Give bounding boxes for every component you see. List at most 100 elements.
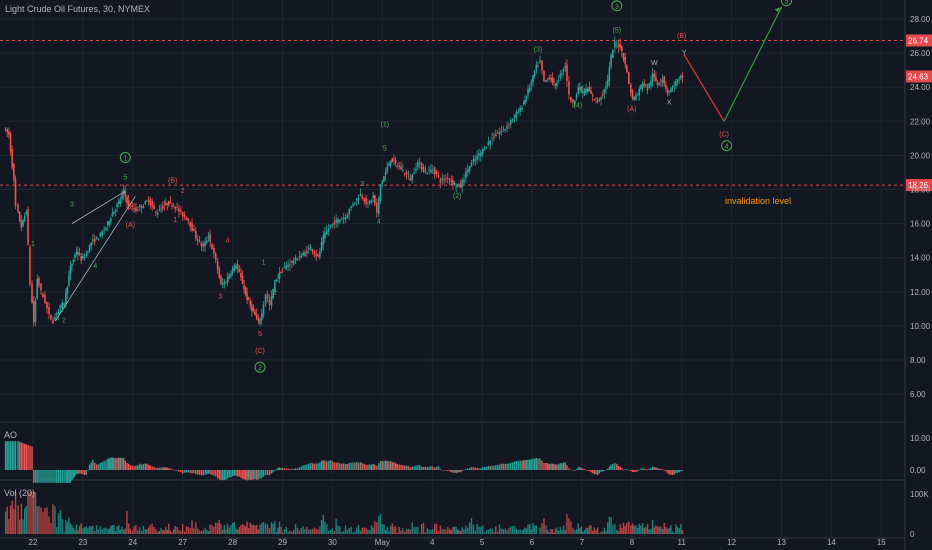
candle-body (407, 175, 410, 177)
volume-bar (285, 526, 287, 534)
candle-body (433, 167, 436, 174)
candle-body (166, 203, 169, 205)
candle-body (322, 235, 325, 245)
candle-body (172, 205, 175, 207)
candle-body (313, 251, 316, 254)
volume-bar (48, 516, 50, 534)
ao-bar (398, 464, 400, 470)
ao-bar (666, 470, 669, 474)
volume-bar (56, 527, 58, 534)
volume-bar (34, 492, 37, 534)
ao-bar (72, 470, 75, 479)
volume-bar (277, 527, 279, 534)
volume-bar (572, 527, 574, 534)
ao-bar (121, 457, 123, 470)
ao-bar (235, 470, 237, 476)
ao-bar (426, 467, 428, 470)
wave-label-circle (254, 361, 266, 373)
ao-bar (641, 468, 644, 470)
wave-label: 5 (258, 331, 262, 338)
candle-body (129, 207, 132, 209)
ao-bar (176, 470, 178, 471)
ao-bar (8, 441, 10, 470)
candle-body (381, 180, 384, 185)
ao-bar (670, 470, 672, 475)
ao-bar (23, 443, 26, 470)
candle-body (439, 179, 442, 183)
wave-label: (C) (255, 348, 265, 355)
ao-bar (357, 462, 360, 470)
ao-bar (350, 462, 352, 470)
ao-bar (90, 462, 92, 470)
candle-body (396, 165, 399, 167)
ao-bar (381, 461, 383, 470)
ao-bar (673, 470, 675, 475)
ao-bar (236, 470, 239, 477)
ao-bar (220, 470, 222, 481)
volume-bar (142, 525, 145, 534)
candle-body (17, 204, 19, 212)
volume-bar (381, 524, 383, 534)
candle-body (180, 210, 182, 212)
volume-bar (82, 528, 84, 534)
ao-bar (367, 464, 369, 470)
ao-bar (391, 462, 393, 470)
ao-bar (441, 469, 443, 471)
wave-label: 4 (93, 263, 97, 270)
volume-bar (287, 531, 289, 534)
volume-bar (624, 525, 626, 534)
volume-bar (633, 525, 635, 534)
candle-body (275, 280, 278, 281)
candle-body (612, 50, 614, 59)
candle-body (329, 224, 332, 228)
candle-body (441, 178, 443, 181)
ao-bar (498, 464, 501, 470)
ao-bar (409, 467, 412, 470)
ao-bar (77, 470, 79, 475)
candle-body (383, 176, 385, 182)
volume-bar (50, 523, 52, 534)
trend-drawings[interactable] (55, 6, 783, 322)
volume-bar (480, 526, 482, 534)
candle-body (568, 81, 570, 95)
horizontal-levels[interactable]: 26.74 18.26 24.63 (0, 34, 932, 192)
candle-body (230, 273, 232, 277)
candle-body (66, 286, 69, 294)
candle-body (155, 211, 157, 213)
volume-bar (445, 529, 447, 534)
volume-bar (69, 523, 72, 534)
volume-bar (548, 532, 550, 534)
ao-bar (185, 470, 188, 473)
ao-bar (585, 470, 587, 471)
volume-bar (476, 523, 478, 534)
candle-body (153, 205, 155, 209)
volume-bar (450, 530, 452, 534)
volume-bar (11, 500, 13, 534)
ao-bar (447, 470, 449, 471)
volume-bar (606, 522, 609, 534)
candle-body (69, 266, 72, 275)
time-tick-label: 4 (430, 538, 435, 547)
candle-body (465, 171, 467, 179)
volume-bar (383, 524, 385, 534)
candle-body (204, 242, 206, 247)
ao-bar (655, 467, 657, 470)
ao-bar (661, 469, 664, 470)
volume-bar (249, 522, 251, 534)
candle-body (9, 133, 12, 152)
volume-bar (378, 515, 380, 534)
ao-bar (85, 470, 87, 475)
ao-bar (617, 465, 620, 470)
ao-bar (135, 465, 137, 470)
ao-bar (165, 467, 167, 470)
ao-bar (99, 462, 102, 470)
ao-bar (315, 463, 317, 470)
candle-body (193, 229, 195, 232)
candle-body (268, 299, 271, 305)
volume-bar (511, 526, 514, 534)
ao-bar (252, 470, 255, 480)
ao-bar (651, 466, 654, 470)
candle-body (458, 183, 460, 187)
volume-bar (641, 523, 644, 534)
